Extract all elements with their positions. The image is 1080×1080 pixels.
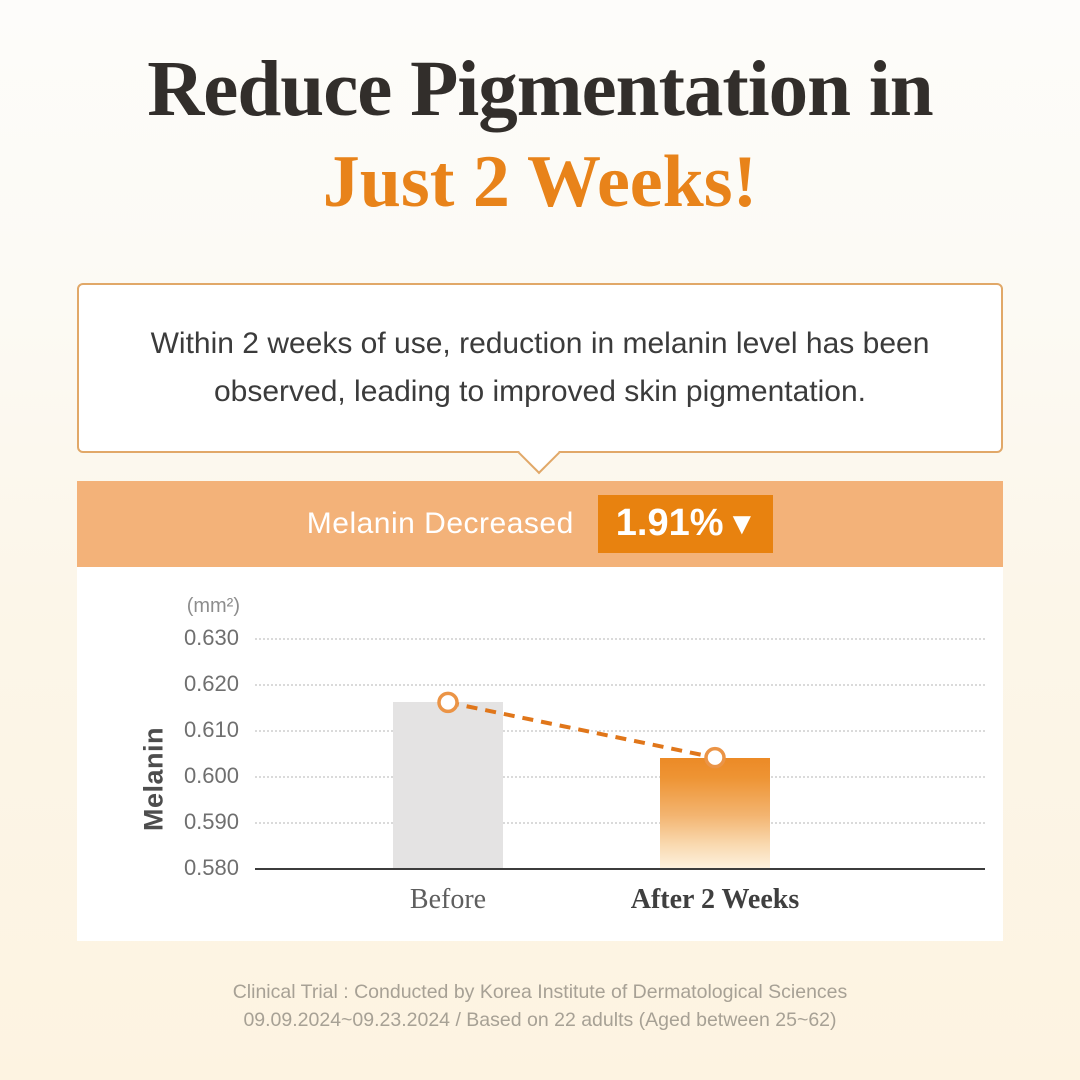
disclaimer-line2: 09.09.2024~09.23.2024 / Based on 22 adul… — [243, 1008, 837, 1031]
callout-text-line2: observed, leading to improved skin pigme… — [213, 375, 867, 408]
chart-panel: (mm²) Melanin 0.630 0.620 0.610 0.600 0.590 0… — [77, 567, 1003, 941]
y-gridline — [255, 776, 985, 778]
page-title-line1: Reduce Pigmentation in — [147, 46, 934, 133]
y-tick-label: 0.580 — [183, 855, 239, 880]
y-tick-label: 0.630 — [183, 625, 239, 650]
bar-after-2-weeks — [660, 757, 770, 868]
decrease-value: 1.91% — [615, 502, 724, 544]
decrease-triangle-icon: ▼ — [726, 505, 758, 541]
y-tick-label: 0.600 — [183, 763, 239, 788]
y-gridline — [255, 684, 985, 686]
callout-text-line1: Within 2 weeks of use, reduction in mela… — [150, 327, 930, 360]
decrease-badge: 1.91% ▼ — [597, 495, 774, 553]
y-tick-label: 0.590 — [183, 809, 239, 834]
trend-line — [437, 691, 726, 769]
y-gridline — [255, 822, 985, 824]
bar-before — [393, 702, 503, 868]
y-gridline — [255, 730, 985, 732]
callout-bubble: Within 2 weeks of use, reduction in mela… — [77, 283, 1003, 475]
banner-label: Melanin Decreased — [306, 507, 574, 540]
page-title-line2: Just 2 Weeks! — [322, 141, 758, 224]
x-label-after-2-weeks: After 2 Weeks — [630, 884, 800, 915]
callout-text: Within 2 weeks of use, reduction in mela… — [151, 320, 930, 416]
disclaimer: Clinical Trial : Conducted by Korea Inst… — [0, 979, 1080, 1034]
x-label-before: Before — [409, 884, 487, 915]
x-axis-line — [255, 868, 985, 870]
y-gridline — [255, 638, 985, 640]
speech-tail-icon — [517, 431, 561, 475]
plot-area: 0.630 0.620 0.610 0.600 0.590 0.580 Before Afte… — [184, 625, 985, 915]
result-banner: Melanin Decreased 1.91% ▼ — [77, 481, 1003, 567]
y-axis-unit-label: (mm²) — [186, 595, 240, 617]
disclaimer-line1: Clinical Trial : Conducted by Korea Inst… — [232, 981, 848, 1003]
page-title: Reduce Pigmentation in Just 2 Weeks! — [0, 46, 1080, 224]
y-tick-label: 0.610 — [183, 717, 239, 742]
y-tick-label: 0.620 — [183, 671, 239, 696]
y-axis-title: Melanin — [138, 726, 169, 832]
